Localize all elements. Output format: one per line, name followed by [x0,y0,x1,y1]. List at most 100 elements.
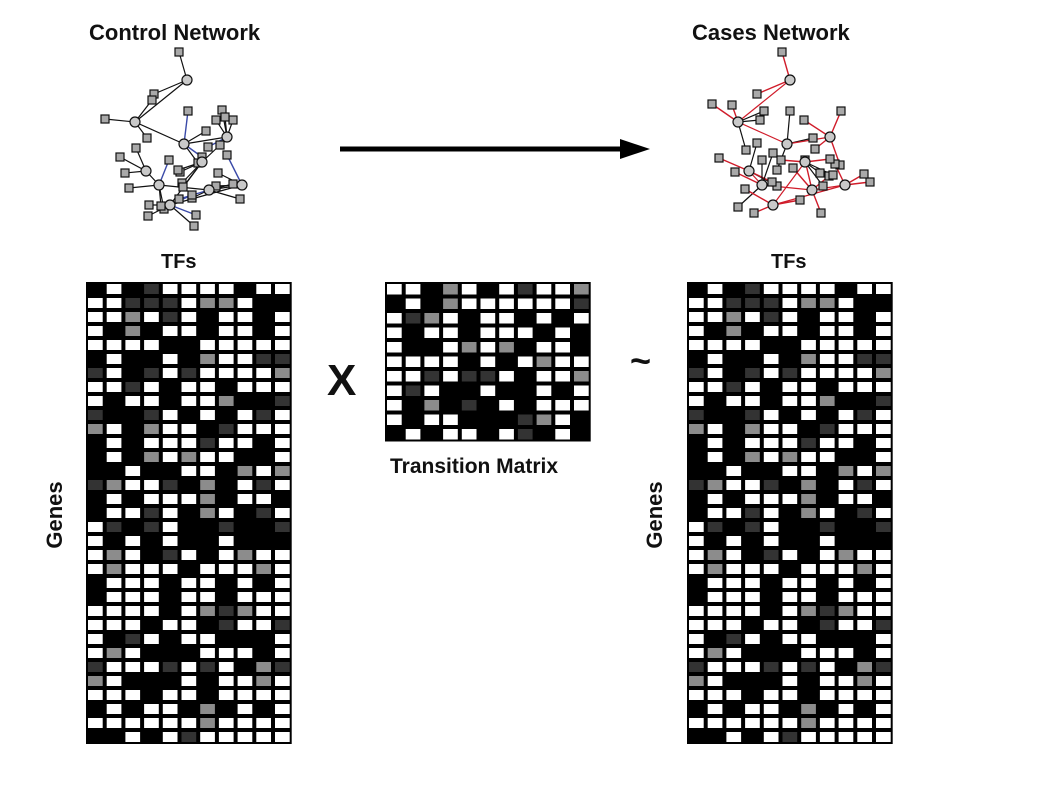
cases-matrix-cell [819,620,835,630]
cases-matrix-cell [707,452,723,462]
tf-node [153,179,165,191]
control-matrix-cell [162,494,178,504]
cases-matrix-cell [819,718,835,728]
control-matrix-cell [88,522,103,532]
cases-matrix-cell [726,536,742,546]
cases-matrix-cell [819,732,835,742]
control-matrix-cell [275,732,290,742]
cases-matrix-cell [857,732,872,742]
cases-matrix-cell [689,298,704,308]
transition-cell [574,400,589,411]
cases-matrix-cell [819,368,835,378]
cases-matrix-cell [838,648,854,658]
network-edge [737,79,791,123]
cases-matrix-cell [857,592,872,602]
gene-node [222,150,232,160]
cases-matrix-cell [726,326,742,336]
transition-cell [405,429,421,440]
cases-matrix-cell [726,340,742,350]
control-matrix-cell [275,620,290,630]
cases-matrix-cell [689,424,704,434]
control-matrix-cell [125,340,141,350]
control-matrix-cell [88,606,103,616]
gene-node [818,181,828,191]
control-matrix-cell [218,620,234,630]
transition-cell [424,414,440,425]
control-matrix-cell [256,662,271,672]
control-matrix-cell [106,592,122,602]
control-matrix-cell [237,438,253,448]
gene-node [178,182,188,192]
transition-cell [555,298,570,309]
control-matrix-cell [218,662,234,672]
cases-matrix-cell [857,480,872,490]
control-matrix-cell [275,550,290,560]
control-matrix-cell [106,564,122,574]
control-matrix-cell [275,340,290,350]
transition-cell [517,327,533,338]
control-matrix-cell [162,452,178,462]
cases-matrix-cell [689,676,704,686]
tf-node [781,138,793,150]
cases-matrix-cell [801,662,816,672]
cases-matrix-cell [876,354,891,364]
cases-matrix-cell [745,634,760,644]
control-matrix-cell [237,732,253,742]
control-matrix-cell [218,396,234,406]
transition-cell [480,313,496,324]
control-matrix-cell [256,466,271,476]
control-matrix-cell [106,298,122,308]
control-matrix-cell [218,326,234,336]
control-matrix-cell [125,606,141,616]
cases-matrix-cell [763,284,779,294]
tf-node [824,131,836,143]
transition-cell [555,284,570,295]
cases-matrix-cell [726,382,742,392]
cases-matrix-cell [801,284,816,294]
control-matrix-cell [144,438,159,448]
control-matrix-cell [200,648,215,658]
cases-matrix-cell [763,550,779,560]
control-matrix-cell [200,578,215,588]
cases-matrix-cell [819,284,835,294]
gene-node [830,159,840,169]
transition-cell [480,327,496,338]
transition-cell [443,414,458,425]
transition-cell [461,298,477,309]
control-matrix-cell [275,438,290,448]
network-graphs [100,47,875,231]
cases-matrix-cell [745,312,760,322]
cases-matrix-cell [838,298,854,308]
control-matrix-cell [237,480,253,490]
control-matrix-cell [237,592,253,602]
control-matrix-cell [181,368,197,378]
control-matrix-cell [275,606,290,616]
cases-matrix-cell [782,718,798,728]
transition-cell [499,327,514,338]
cases-matrix-cell [801,634,816,644]
tf-node [732,116,744,128]
gene-node [164,155,174,165]
cases-matrix-cell [689,312,704,322]
control-matrix-cell [256,480,271,490]
control-matrix-cell [88,410,103,420]
control-matrix-cell [200,592,215,602]
control-matrix-cell [162,550,178,560]
cases-matrix-cell [745,340,760,350]
gene-node [211,115,221,125]
cases-matrix-cell [857,550,872,560]
tfs-label-left: TFs [161,251,197,273]
control-matrix-cell [106,578,122,588]
control-matrix-cell [275,452,290,462]
gene-node [799,115,809,125]
cases-matrix-cell [801,732,816,742]
control-matrix-cell [275,508,290,518]
control-matrix-cell [144,508,159,518]
cases-matrix-cell [707,382,723,392]
tf-node [756,179,768,191]
control-matrix-cell [256,410,271,420]
transition-matrix-label: Transition Matrix [390,455,559,478]
gene-node [757,155,767,165]
control-matrix-cell [88,480,103,490]
cases-matrix-cell [819,648,835,658]
